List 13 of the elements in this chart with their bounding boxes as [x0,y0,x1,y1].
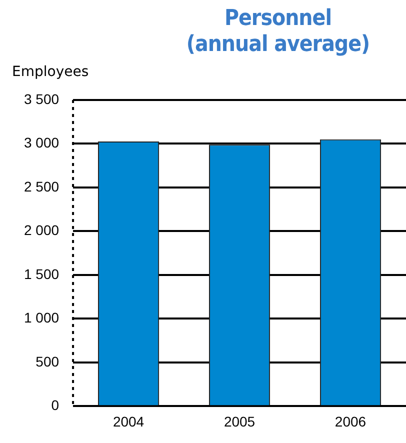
y-tick-label: 2 000 [24,222,60,238]
y-tick-label: 500 [36,353,60,370]
y-axis-title: Employees [12,64,89,80]
chart-title: Personnel (annual average) [185,6,371,58]
y-tick-label: 3 000 [24,134,60,151]
x-tick-label: 2004 [112,413,144,430]
y-tick-label: 1 500 [24,266,60,282]
y-tick-label: 3 500 [24,90,60,107]
y-tick-label: 1 000 [24,310,60,326]
x-tick-label: 2005 [224,413,256,430]
x-tick-label: 2006 [334,413,366,430]
y-tick-label: 0 [51,397,60,414]
y-tick-label: 2 500 [24,178,60,194]
